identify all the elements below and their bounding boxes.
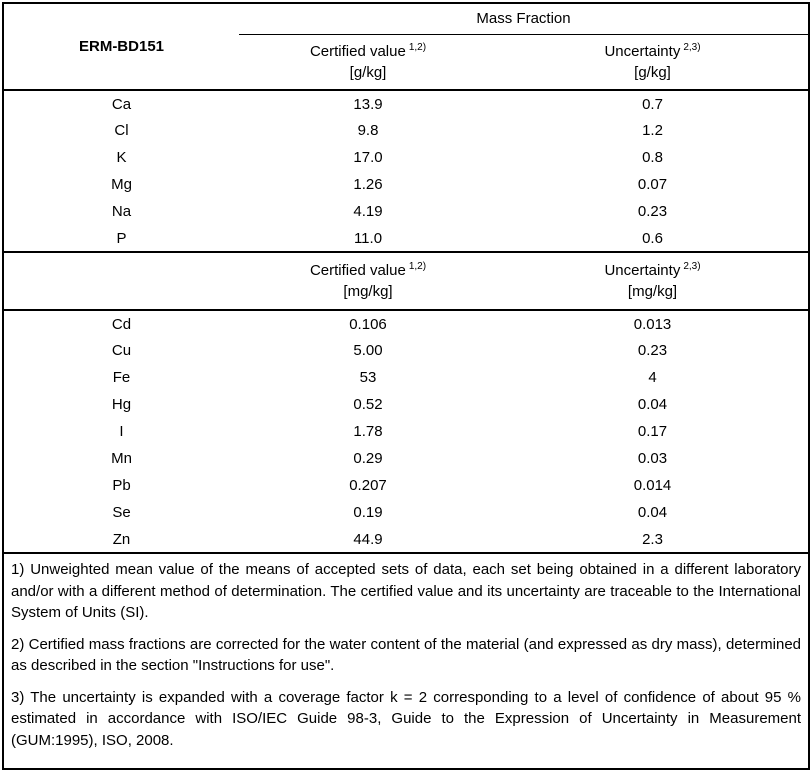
certified-value-label: Certified value 1,2)	[309, 41, 427, 60]
element-cell: I	[119, 423, 124, 440]
uncertainty-cell: 4	[648, 369, 657, 386]
element-cell: Hg	[111, 396, 132, 413]
certified-value-label: Certified value 1,2)	[309, 261, 427, 280]
element-cell: Se	[112, 504, 131, 521]
value-cell: 0.207	[349, 477, 387, 494]
element-cell: Fe	[112, 369, 131, 386]
footnotes-cell: 1) Unweighted mean value of the means of…	[3, 552, 810, 769]
value-cell: 0.19	[353, 504, 383, 521]
element-cell: K	[116, 149, 127, 166]
table-row: Mg 1.26 0.07	[3, 171, 809, 198]
uncertainty-cell: 0.8	[642, 149, 663, 166]
empty-cell	[3, 251, 239, 310]
table-row: I 1.78 0.17	[3, 418, 809, 445]
material-id-cell: ERM-BD151	[78, 38, 165, 55]
footnote-marker: 2,3)	[683, 41, 701, 53]
footnote-2: 2) Certified mass fractions are correcte…	[11, 635, 802, 675]
element-cell: Cl	[114, 122, 129, 139]
value-cell: 1.26	[353, 176, 383, 193]
unit-label: [mg/kg]	[343, 283, 393, 300]
uncertainty-header-mgkg: Uncertainty 2,3) [mg/kg]	[497, 251, 810, 310]
value-cell: 44.9	[353, 530, 383, 548]
uncertainty-cell: 0.03	[637, 450, 668, 467]
certified-value-header-gkg: Certified value 1,2) [g/kg]	[239, 34, 497, 90]
footnote-marker: 1,2)	[408, 41, 427, 53]
table-row: Cl 9.8 1.2	[3, 117, 809, 144]
uncertainty-cell: 2.3	[642, 530, 663, 548]
unit-label: [mg/kg]	[627, 283, 678, 300]
table-row: Se 0.19 0.04	[3, 499, 809, 526]
uncertainty-cell: 0.6	[642, 229, 663, 247]
header-row-units-gkg: Certified value 1,2) [g/kg] Uncertainty 2,…	[3, 34, 809, 90]
element-cell: Na	[111, 203, 132, 220]
table-row: Cd 0.106 0.013	[3, 309, 810, 337]
uncertainty-cell: 0.014	[633, 477, 672, 494]
element-cell: Pb	[112, 477, 131, 494]
element-cell: P	[116, 229, 127, 247]
value-cell: 0.29	[353, 450, 383, 467]
element-cell: Ca	[3, 89, 239, 117]
value-cell: 5.00	[353, 342, 383, 359]
header-row-mass-fraction: ERM-BD151 Mass Fraction	[3, 3, 810, 55]
table-row: K 17.0 0.8	[3, 144, 809, 171]
element-cell: Zn	[112, 530, 131, 548]
value-cell: 13.9	[239, 89, 497, 117]
table-row: Pb 0.207 0.014	[3, 472, 809, 499]
table-row: Na 4.19 0.23	[3, 198, 809, 225]
uncertainty-header-gkg: Uncertainty 2,3) [g/kg]	[497, 34, 809, 90]
value-cell: 17.0	[353, 149, 383, 166]
footnote-1: 1) Unweighted mean value of the means of…	[11, 561, 802, 621]
unit-label: [g/kg]	[634, 63, 671, 81]
element-cell: Mn	[111, 450, 132, 467]
uncertainty-cell: 0.04	[637, 504, 668, 521]
value-cell: 0.106	[239, 309, 497, 337]
mass-fraction-header-cell: Mass Fraction	[239, 3, 810, 35]
footnote-3: 3) The uncertainty is expanded with a co…	[11, 688, 802, 749]
value-cell: 0.52	[353, 396, 383, 413]
uncertainty-label: Uncertainty 2,3)	[604, 261, 701, 280]
uncertainty-cell: 0.7	[497, 89, 810, 117]
uncertainty-cell: 0.04	[637, 396, 668, 413]
header-row-units-mgkg: Certified value 1,2) [mg/kg] Uncertainty 2…	[3, 251, 810, 310]
uncertainty-cell: 0.07	[637, 176, 668, 193]
table-row: Hg 0.52 0.04	[3, 391, 809, 418]
element-cell: Cu	[111, 342, 132, 359]
uncertainty-cell: 0.23	[637, 203, 668, 220]
table-row: Fe 53 4	[3, 364, 809, 391]
value-cell: 1.78	[353, 423, 383, 440]
uncertainty-cell: 1.2	[642, 122, 663, 139]
uncertainty-cell: 0.23	[637, 342, 668, 359]
table-row: Mn 0.29 0.03	[3, 445, 809, 472]
element-cell: Mg	[111, 176, 132, 193]
value-cell: 4.19	[353, 203, 383, 220]
certified-value-header-mgkg: Certified value 1,2) [mg/kg]	[239, 251, 497, 310]
unit-label: [g/kg]	[349, 63, 387, 81]
table-row: Ca 13.9 0.7	[3, 89, 810, 117]
table-row: P 11.0 0.6	[3, 225, 809, 252]
footnote-marker: 2,3)	[683, 261, 701, 272]
table-row: Zn 44.9 2.3	[3, 526, 809, 553]
value-cell: 53	[359, 369, 377, 386]
uncertainty-cell: 0.013	[497, 309, 810, 337]
table-row: Cu 5.00 0.23	[3, 337, 809, 364]
uncertainty-cell: 0.17	[637, 423, 668, 440]
element-cell: Cd	[3, 309, 239, 337]
uncertainty-label: Uncertainty 2,3)	[604, 41, 701, 60]
value-cell: 11.0	[353, 229, 383, 247]
footnotes-row: 1) Unweighted mean value of the means of…	[3, 552, 810, 769]
value-cell: 9.8	[357, 122, 379, 139]
footnote-marker: 1,2)	[408, 261, 427, 272]
